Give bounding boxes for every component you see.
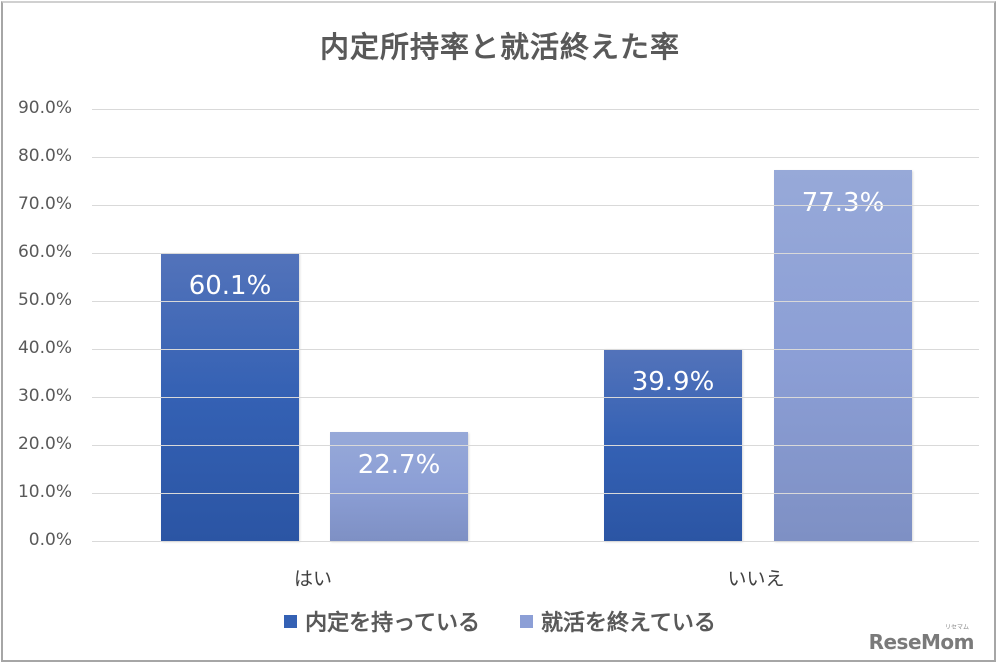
bar: 77.3%: [774, 169, 912, 541]
y-tick-label: 80.0%: [17, 146, 72, 166]
y-tick-label: 20.0%: [17, 434, 72, 454]
y-tick-label: 30.0%: [17, 386, 72, 406]
legend-item-naitei: 内定を持っている: [284, 605, 480, 637]
gridline: [92, 541, 979, 542]
gridline: [92, 445, 979, 446]
gridline: [92, 157, 979, 158]
y-tick-label: 10.0%: [17, 482, 72, 502]
legend-item-shukatsu: 就活を終えている: [520, 605, 716, 637]
watermark-sub: リセマム: [944, 624, 969, 631]
legend-swatch-icon: [284, 614, 298, 628]
bar-value-label: 77.3%: [801, 187, 885, 218]
y-tick-label: 70.0%: [17, 194, 72, 214]
chart-title: 内定所持率と就活終えた率: [319, 30, 680, 64]
bar-value-label: 60.1%: [188, 270, 272, 301]
y-tick-label: 50.0%: [17, 290, 72, 310]
y-tick-label: 60.0%: [17, 242, 72, 262]
bar-value-label: 39.9%: [631, 367, 715, 398]
legend: 内定を持っている 就活を終えている: [0, 605, 1000, 637]
bar-value-label: 22.7%: [357, 450, 441, 481]
legend-label: 内定を持っている: [305, 611, 480, 636]
resemom-logo: ReseMom: [868, 630, 975, 654]
y-tick-label: 40.0%: [17, 338, 72, 358]
bar: 22.7%: [330, 432, 468, 541]
gridline: [92, 397, 979, 398]
gridline: [92, 205, 979, 206]
legend-label: 就活を終えている: [541, 611, 716, 636]
y-tick-label: 0.0%: [28, 530, 72, 550]
gridline: [92, 349, 979, 350]
gridline: [92, 493, 979, 494]
x-category-label: いいえ: [727, 568, 785, 590]
gridline: [92, 253, 979, 254]
gridline: [92, 109, 979, 110]
x-category-label: はい: [293, 568, 332, 590]
legend-swatch-icon: [520, 614, 533, 628]
gridline: [92, 301, 979, 302]
y-tick-label: 90.0%: [17, 98, 72, 118]
bar: 60.1%: [161, 252, 299, 541]
